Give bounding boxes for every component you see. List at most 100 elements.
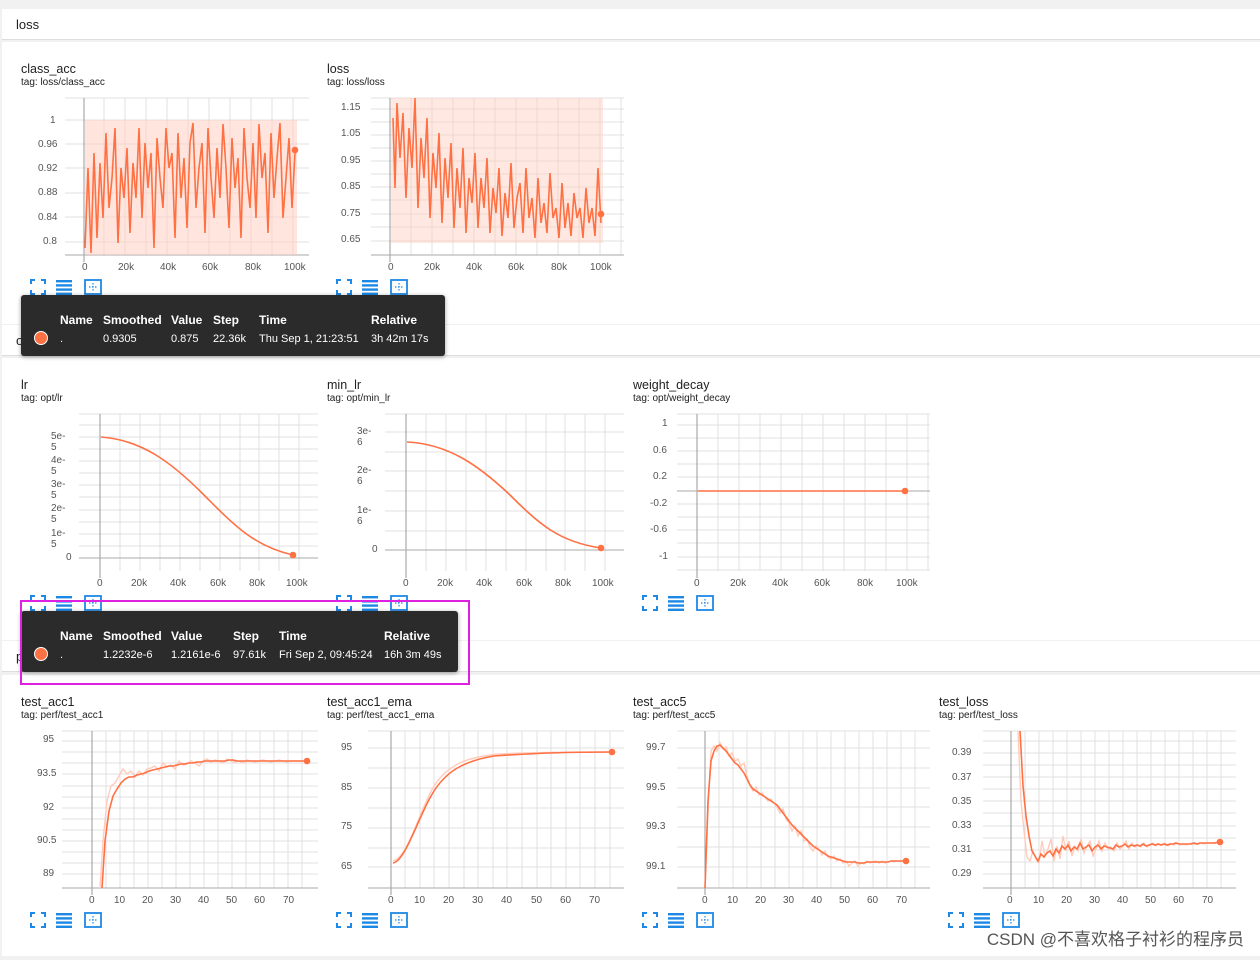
chart-plot[interactable] — [921, 691, 1241, 911]
x-tick: 80k — [857, 578, 874, 589]
smoothed-series-line — [392, 97, 602, 239]
chart-plot[interactable] — [3, 691, 323, 911]
x-tick: 0 — [97, 578, 103, 589]
chart-plot[interactable] — [3, 58, 309, 278]
chart-title: class_acc — [21, 62, 76, 76]
chart-title: test_acc5 — [633, 695, 687, 709]
chart-title: test_loss — [939, 695, 989, 709]
y-tick: 0.29 — [952, 868, 972, 879]
fullscreen-icon[interactable] — [29, 278, 47, 296]
chart-plot[interactable] — [309, 58, 629, 278]
toggle-log-icon[interactable] — [667, 911, 685, 929]
fit-domain-icon[interactable] — [390, 278, 408, 296]
x-tick: 20k — [730, 578, 747, 589]
chart-plot[interactable] — [309, 691, 629, 911]
fit-domain-icon[interactable] — [696, 911, 714, 929]
x-tick: 20 — [1061, 895, 1073, 906]
x-tick: 60 — [867, 895, 879, 906]
x-tick: 30 — [170, 895, 182, 906]
tooltip-header-relative: Relative — [371, 313, 418, 327]
tooltip-value-value: 1.2161e-6 — [171, 649, 221, 661]
y-tick: 89 — [43, 868, 55, 879]
y-tick: 0.35 — [952, 796, 972, 807]
y-tick: 75 — [341, 821, 353, 832]
y-tick: 0.6 — [653, 445, 667, 456]
x-tick: 100k — [590, 262, 612, 273]
x-tick: 60k — [202, 262, 219, 273]
y-tick: -0.6 — [650, 524, 668, 535]
toggle-log-icon[interactable] — [55, 278, 73, 296]
smoothed-series-line — [392, 751, 613, 864]
last-point — [597, 210, 605, 218]
fit-domain-icon[interactable] — [390, 911, 408, 929]
y-tick: 0 — [372, 544, 378, 555]
y-tick: 0.84 — [38, 212, 58, 223]
x-tick: 70 — [896, 895, 908, 906]
y-tick: 0.95 — [341, 155, 361, 166]
y-tick: 0.85 — [341, 181, 361, 192]
last-point — [902, 857, 910, 865]
toggle-log-icon[interactable] — [361, 911, 379, 929]
last-point — [303, 757, 311, 765]
x-tick: 0 — [388, 262, 394, 273]
fullscreen-icon[interactable] — [29, 911, 47, 929]
chart-plot[interactable] — [3, 374, 323, 594]
y-tick: 0.33 — [952, 820, 972, 831]
x-tick: 50 — [531, 895, 543, 906]
y-tick: 1 — [50, 115, 56, 126]
chart-card-weight-decay: weight_decay tag: opt/weight_decay 1 0.6… — [615, 374, 930, 619]
chart-plot[interactable] — [615, 691, 935, 911]
y-tick: 0.39 — [952, 747, 972, 758]
x-tick: 60 — [254, 895, 266, 906]
fullscreen-icon[interactable] — [335, 278, 353, 296]
loss-section-header[interactable]: loss — [2, 9, 1260, 40]
perf-panel-area — [2, 675, 1260, 956]
x-tick: 50 — [226, 895, 238, 906]
tooltip-header-smoothed: Smoothed — [103, 313, 162, 327]
fit-domain-icon[interactable] — [696, 594, 714, 612]
series-color-swatch — [34, 331, 48, 345]
x-tick: 40 — [811, 895, 823, 906]
chart-card-lr: lr tag: opt/lr 5e-5 4e-5 3e-5 2e-5 1e-5 … — [3, 374, 318, 619]
x-tick: 40k — [772, 578, 789, 589]
last-point — [291, 146, 299, 154]
fit-domain-icon[interactable] — [84, 911, 102, 929]
y-tick: 1.15 — [341, 102, 361, 113]
y-tick: 1e-6 — [357, 505, 372, 527]
x-tick: 100k — [592, 578, 614, 589]
x-tick: 30 — [783, 895, 795, 906]
smoothed-series-line — [100, 436, 294, 556]
chart-title: test_acc1 — [21, 695, 75, 709]
tooltip-header-step: Step — [213, 313, 240, 327]
chart-title: lr — [21, 378, 28, 392]
chart-title: test_acc1_ema — [327, 695, 412, 709]
last-point — [1216, 838, 1224, 846]
chart-plot[interactable] — [615, 374, 935, 594]
x-tick: 40k — [476, 578, 493, 589]
fullscreen-icon[interactable] — [335, 911, 353, 929]
x-tick: 50 — [839, 895, 851, 906]
smoothed-series-line — [84, 122, 296, 254]
toggle-log-icon[interactable] — [667, 594, 685, 612]
y-tick: 93.5 — [37, 768, 57, 779]
fullscreen-icon[interactable] — [641, 911, 659, 929]
tooltip-name-value: . — [60, 649, 64, 661]
x-tick: 40k — [170, 578, 187, 589]
fullscreen-icon[interactable] — [947, 911, 965, 929]
fullscreen-icon[interactable] — [641, 594, 659, 612]
x-tick: 0 — [403, 578, 409, 589]
chart-title: loss — [327, 62, 350, 76]
smoothed-series-line — [1019, 730, 1220, 863]
chart-plot[interactable] — [309, 374, 629, 594]
toggle-log-icon[interactable] — [55, 911, 73, 929]
x-tick: 20k — [437, 578, 454, 589]
series-color-swatch — [34, 647, 48, 661]
toggle-log-icon[interactable] — [361, 278, 379, 296]
chart-title: min_lr — [327, 378, 362, 392]
fit-domain-icon[interactable] — [84, 278, 102, 296]
y-tick: 95 — [341, 742, 353, 753]
x-tick: 70 — [589, 895, 601, 906]
tooltip-step-value: 97.61k — [233, 649, 267, 661]
y-tick: 95 — [43, 734, 55, 745]
smoothed-series-line — [704, 744, 906, 889]
